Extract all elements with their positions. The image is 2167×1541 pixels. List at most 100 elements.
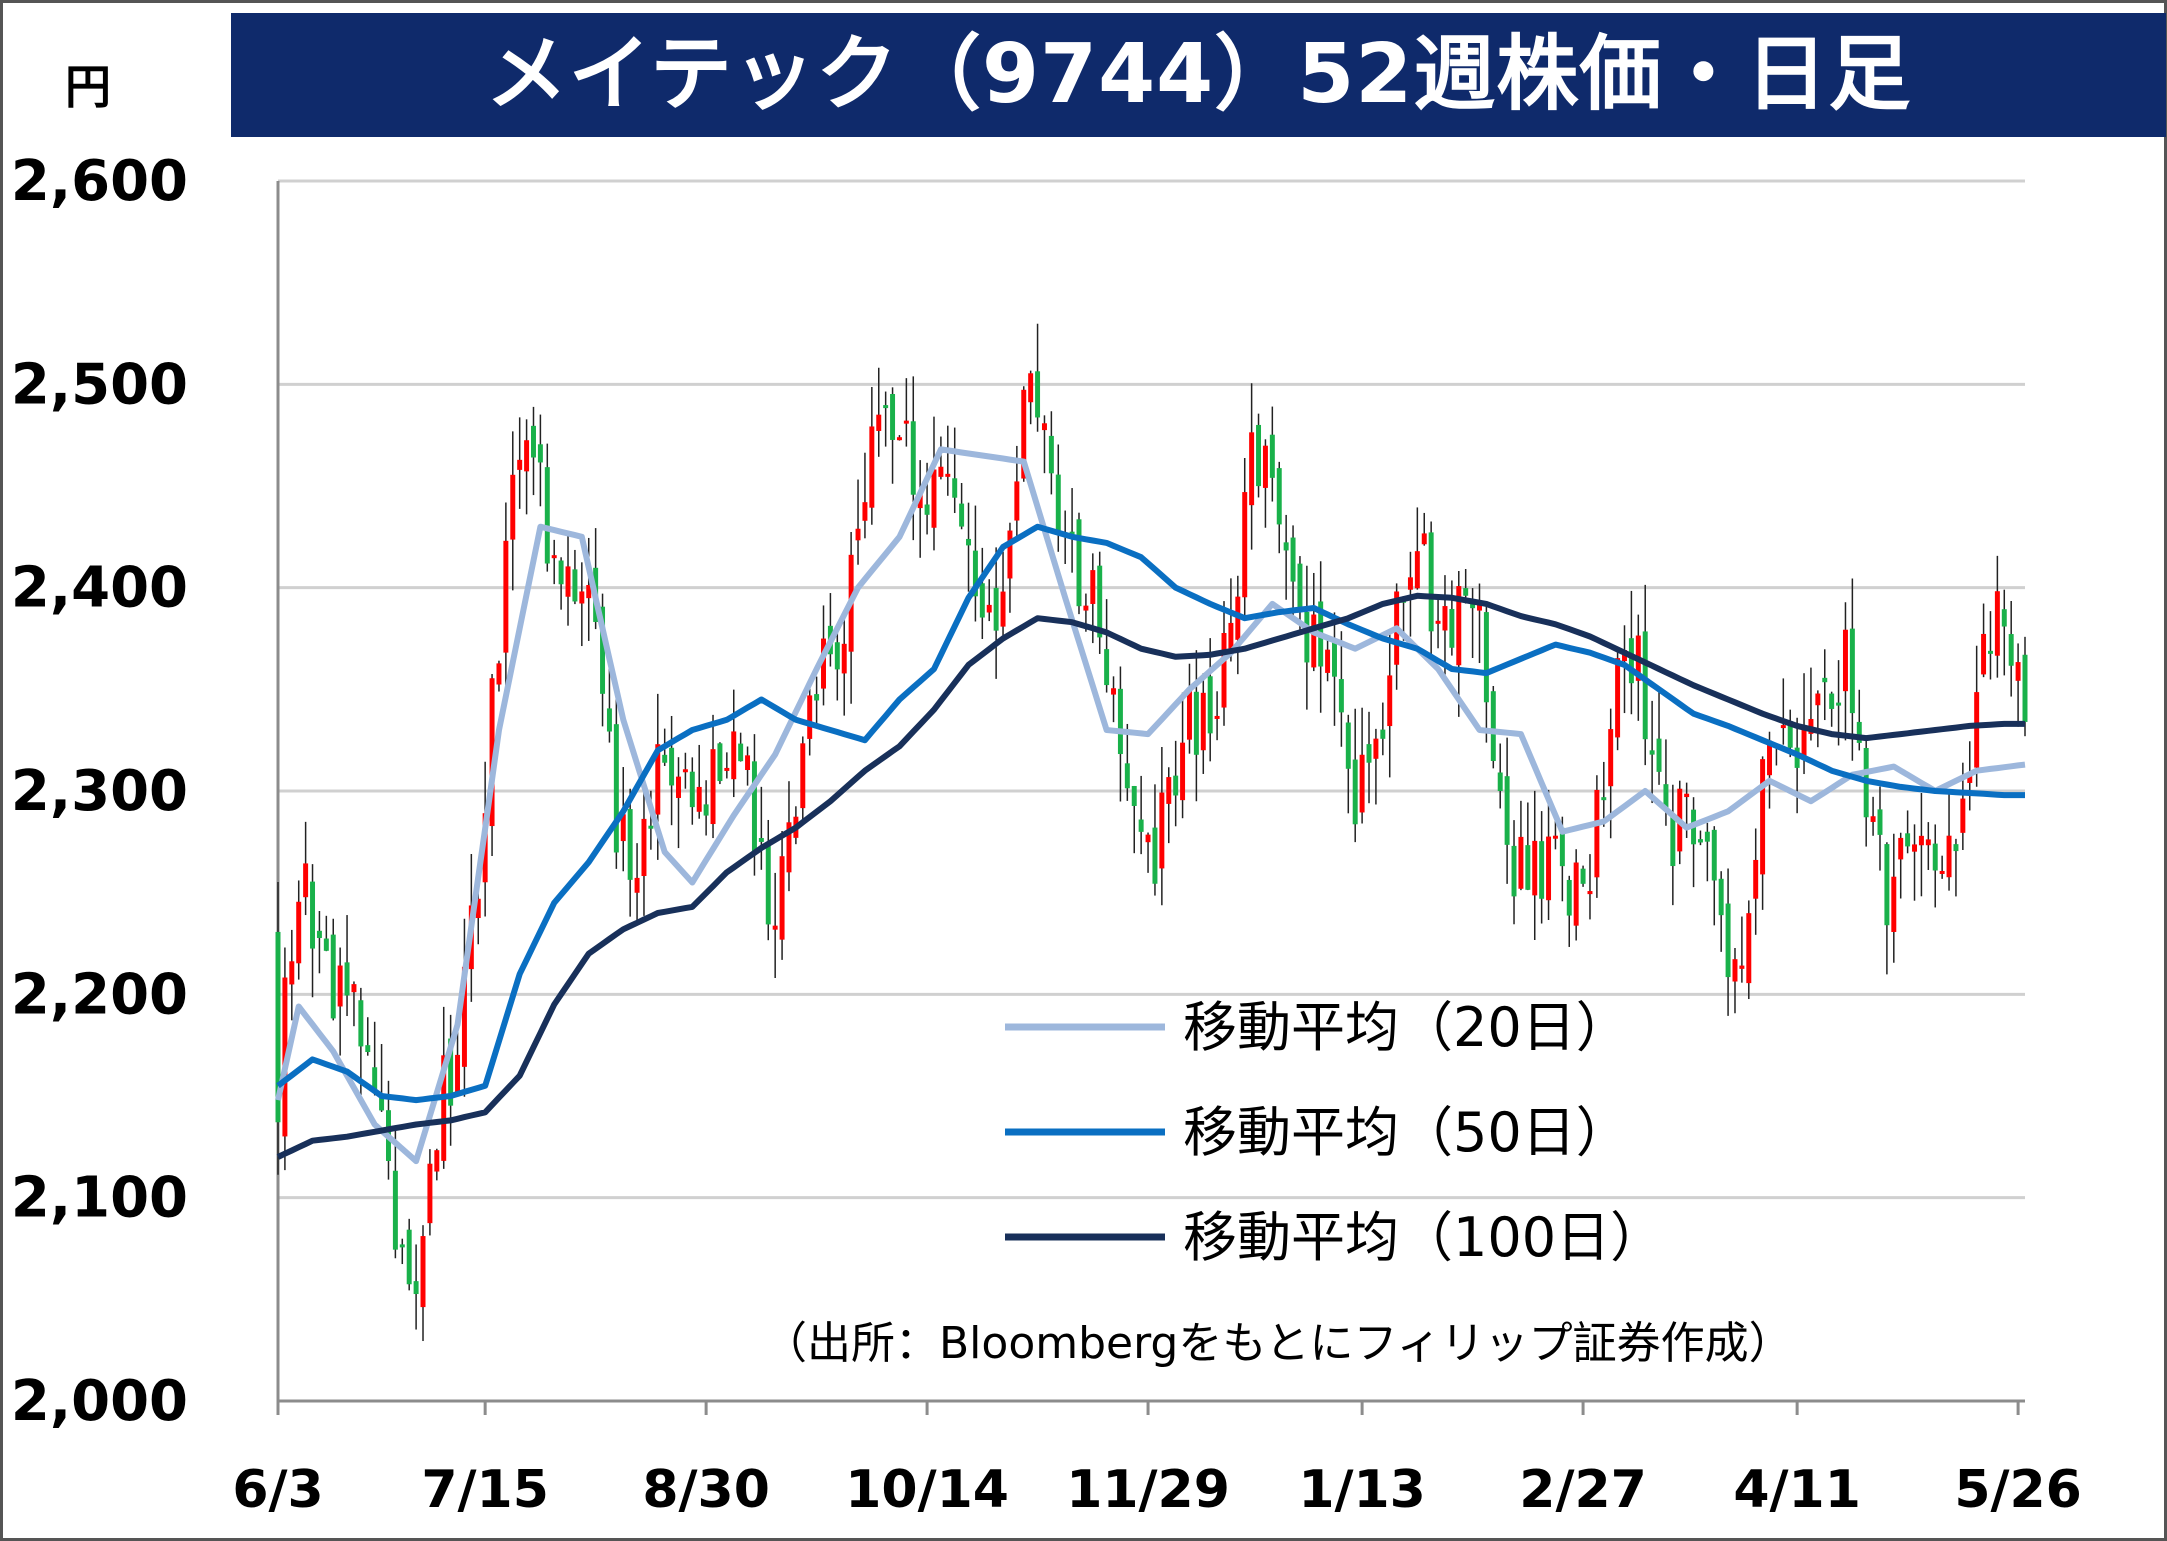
candle-body — [1684, 793, 1690, 798]
candle-body — [966, 538, 971, 546]
candle-body — [544, 467, 550, 564]
candle-body — [814, 694, 820, 701]
candle-body — [434, 1150, 440, 1172]
candle-body — [1021, 389, 1027, 479]
candle-body — [1097, 565, 1103, 638]
candle-body — [372, 1067, 378, 1091]
x-tick-label: 7/15 — [421, 1460, 549, 1520]
candle-body — [1359, 754, 1365, 813]
candle-body — [959, 503, 965, 527]
candle-body — [1083, 605, 1089, 611]
candle-body — [1207, 676, 1213, 734]
candle-body — [1228, 622, 1234, 649]
candle-body — [1449, 608, 1455, 648]
title-bar: メイテック（9744）52週株価・日足 — [231, 13, 2166, 137]
candle-body — [1767, 740, 1772, 776]
candle-body — [413, 1281, 419, 1295]
candle-body — [1704, 831, 1710, 842]
candle-body — [634, 877, 640, 893]
candle-body — [579, 591, 585, 604]
candle-body — [600, 606, 606, 694]
candle-body — [323, 938, 329, 951]
candle-body — [1304, 611, 1310, 663]
candle-body — [316, 930, 322, 939]
candle-body — [627, 809, 633, 880]
candle-body — [1525, 845, 1531, 890]
candle-body — [310, 881, 316, 949]
candle-body — [1849, 628, 1855, 714]
candle-body — [1055, 474, 1061, 532]
candle-body — [1539, 841, 1545, 899]
candle-body — [475, 898, 481, 919]
candle-body — [303, 863, 309, 898]
candle-body — [392, 1170, 398, 1250]
candle-body — [855, 528, 861, 541]
candle-body — [1960, 798, 1966, 833]
candle-body — [1815, 693, 1821, 706]
candle-body — [289, 961, 295, 985]
candle-body — [1442, 606, 1448, 631]
candle-body — [869, 426, 875, 508]
candle-body — [1566, 879, 1572, 916]
candle-body — [1546, 836, 1552, 901]
candle-body — [1138, 819, 1144, 832]
candle-body — [1435, 620, 1441, 624]
candle-body — [510, 474, 516, 540]
candle-body — [1663, 784, 1669, 808]
candle-body — [993, 587, 999, 631]
candle-body — [772, 925, 778, 930]
candle-body — [1732, 959, 1738, 982]
candle-body — [696, 786, 702, 812]
candle-body — [1035, 371, 1041, 418]
candle-body — [1069, 531, 1075, 535]
candle-body — [1366, 744, 1372, 763]
y-tick-label: 2,500 — [11, 352, 188, 417]
legend: 移動平均（20日） 移動平均（50日） 移動平均（100日） — [1005, 996, 1664, 1269]
candle-body — [1697, 839, 1703, 843]
candle-body — [1981, 633, 1987, 675]
candle-body — [1497, 772, 1503, 792]
candle-body — [1642, 631, 1648, 740]
candle-body — [1739, 965, 1745, 969]
candle-body — [275, 931, 281, 1123]
candle-body — [938, 466, 944, 477]
candle-body — [365, 1045, 371, 1053]
x-tick-label: 8/30 — [642, 1460, 770, 1520]
candle-body — [717, 743, 723, 782]
candle-body — [1836, 702, 1842, 706]
ma-line-2 — [276, 592, 2025, 1160]
candle-body — [896, 437, 902, 441]
candle-body — [448, 1038, 454, 1106]
candle-body — [1753, 859, 1759, 899]
candle-body — [1214, 715, 1220, 719]
candle-body — [1601, 797, 1607, 801]
candle-body — [1311, 614, 1317, 668]
candle-body — [399, 1244, 405, 1248]
candle-body — [986, 604, 992, 613]
candle-body — [455, 1054, 461, 1092]
candle-body — [1725, 903, 1731, 978]
candle-body — [1490, 691, 1496, 761]
grid-lines — [278, 179, 2025, 1200]
candle-body — [724, 767, 730, 771]
candle-body — [1421, 533, 1427, 545]
candle-body — [1898, 837, 1904, 860]
candle-body — [910, 421, 916, 495]
candle-body — [1111, 688, 1117, 695]
candle-body — [1124, 763, 1130, 789]
y-tick-label: 2,400 — [11, 556, 188, 621]
candle-body — [703, 804, 709, 816]
candle-body — [1905, 833, 1911, 847]
y-tick-label: 2,300 — [11, 759, 188, 824]
candle-body — [1463, 588, 1469, 596]
candle-body — [1269, 434, 1275, 478]
candle-body — [883, 405, 889, 409]
candle-body — [1628, 638, 1634, 684]
candle-body — [1946, 835, 1952, 878]
candle-body — [406, 1229, 412, 1285]
candle-body — [517, 459, 523, 470]
x-tick-label: 10/14 — [845, 1460, 1009, 1520]
candle-body — [572, 569, 578, 602]
candle-body — [1338, 679, 1344, 713]
candle-body — [1594, 789, 1600, 878]
